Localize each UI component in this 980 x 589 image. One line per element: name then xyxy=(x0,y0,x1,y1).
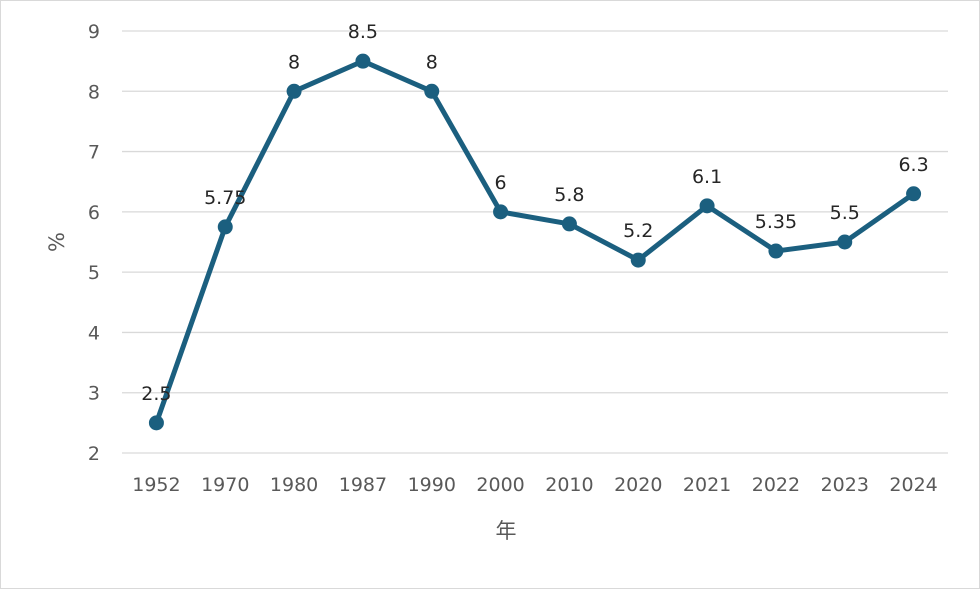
data-point xyxy=(424,83,440,99)
x-tick-label: 2022 xyxy=(752,474,800,496)
x-tick-label: 1987 xyxy=(339,474,387,496)
data-point xyxy=(906,186,922,202)
x-tick-label: 2000 xyxy=(476,474,524,496)
data-label: 6.1 xyxy=(692,166,722,188)
x-tick-label: 1952 xyxy=(132,474,180,496)
data-point xyxy=(837,234,853,250)
data-point xyxy=(561,216,577,232)
series-line xyxy=(153,58,917,426)
data-label: 5.35 xyxy=(755,211,797,233)
y-axis-title: % xyxy=(45,232,69,252)
x-tick-label: 2020 xyxy=(614,474,662,496)
x-tick-label: 1990 xyxy=(408,474,456,496)
x-axis-title: 年 xyxy=(496,519,517,543)
x-tick-label: 2021 xyxy=(683,474,731,496)
data-label: 6.3 xyxy=(898,154,928,176)
x-tick-label: 1970 xyxy=(201,474,249,496)
x-tick-label: 1980 xyxy=(270,474,318,496)
y-tick-label: 3 xyxy=(88,383,100,405)
y-tick-label: 4 xyxy=(88,322,100,344)
data-point xyxy=(699,198,715,214)
y-tick-label: 7 xyxy=(88,142,100,164)
data-labels: 2.5 5.75 8 8.5 8 6 5.8 5.2 6.1 5.35 5.5 6.3 xyxy=(141,21,928,405)
data-label: 6 xyxy=(495,172,507,194)
data-point xyxy=(217,219,233,235)
data-point xyxy=(286,83,302,99)
data-label: 8.5 xyxy=(348,21,378,43)
x-tick-label: 2010 xyxy=(545,474,593,496)
data-label: 8 xyxy=(288,51,300,73)
y-tick-label: 2 xyxy=(88,443,100,465)
data-label: 5.8 xyxy=(554,184,584,206)
x-tick-label: 2023 xyxy=(821,474,869,496)
y-tick-label: 6 xyxy=(88,202,100,224)
data-label: 5.2 xyxy=(623,220,653,242)
y-tick-label: 8 xyxy=(88,81,100,103)
data-label: 8 xyxy=(426,51,438,73)
data-point xyxy=(493,204,509,220)
data-label: 5.5 xyxy=(830,202,860,224)
data-point xyxy=(355,53,371,69)
data-label: 2.5 xyxy=(141,383,171,405)
data-label: 5.75 xyxy=(204,187,246,209)
series-layer xyxy=(148,53,922,431)
x-axis-ticks: 1952 1970 1980 1987 1990 2000 2010 2020 2021 2022… xyxy=(132,474,938,496)
y-axis-ticks: 2 3 4 5 6 7 8 9 xyxy=(88,21,100,465)
y-tick-label: 5 xyxy=(88,262,100,284)
x-tick-label: 2024 xyxy=(889,474,937,496)
data-point xyxy=(768,243,784,259)
gridlines xyxy=(122,30,948,454)
data-point xyxy=(148,415,164,431)
data-point xyxy=(630,252,646,268)
y-tick-label: 9 xyxy=(88,21,100,43)
